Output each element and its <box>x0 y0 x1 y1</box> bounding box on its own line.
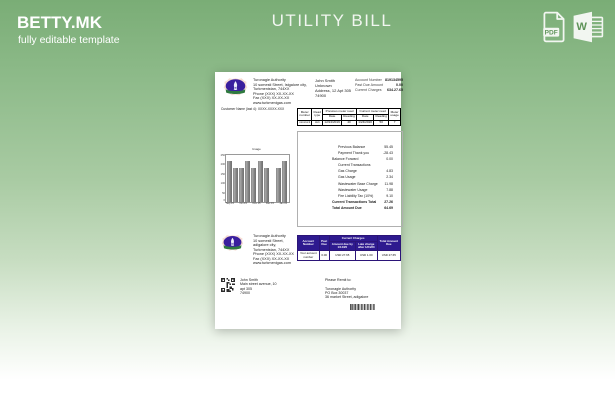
svg-text:W: W <box>576 21 587 33</box>
svg-text:PDF: PDF <box>545 30 558 37</box>
